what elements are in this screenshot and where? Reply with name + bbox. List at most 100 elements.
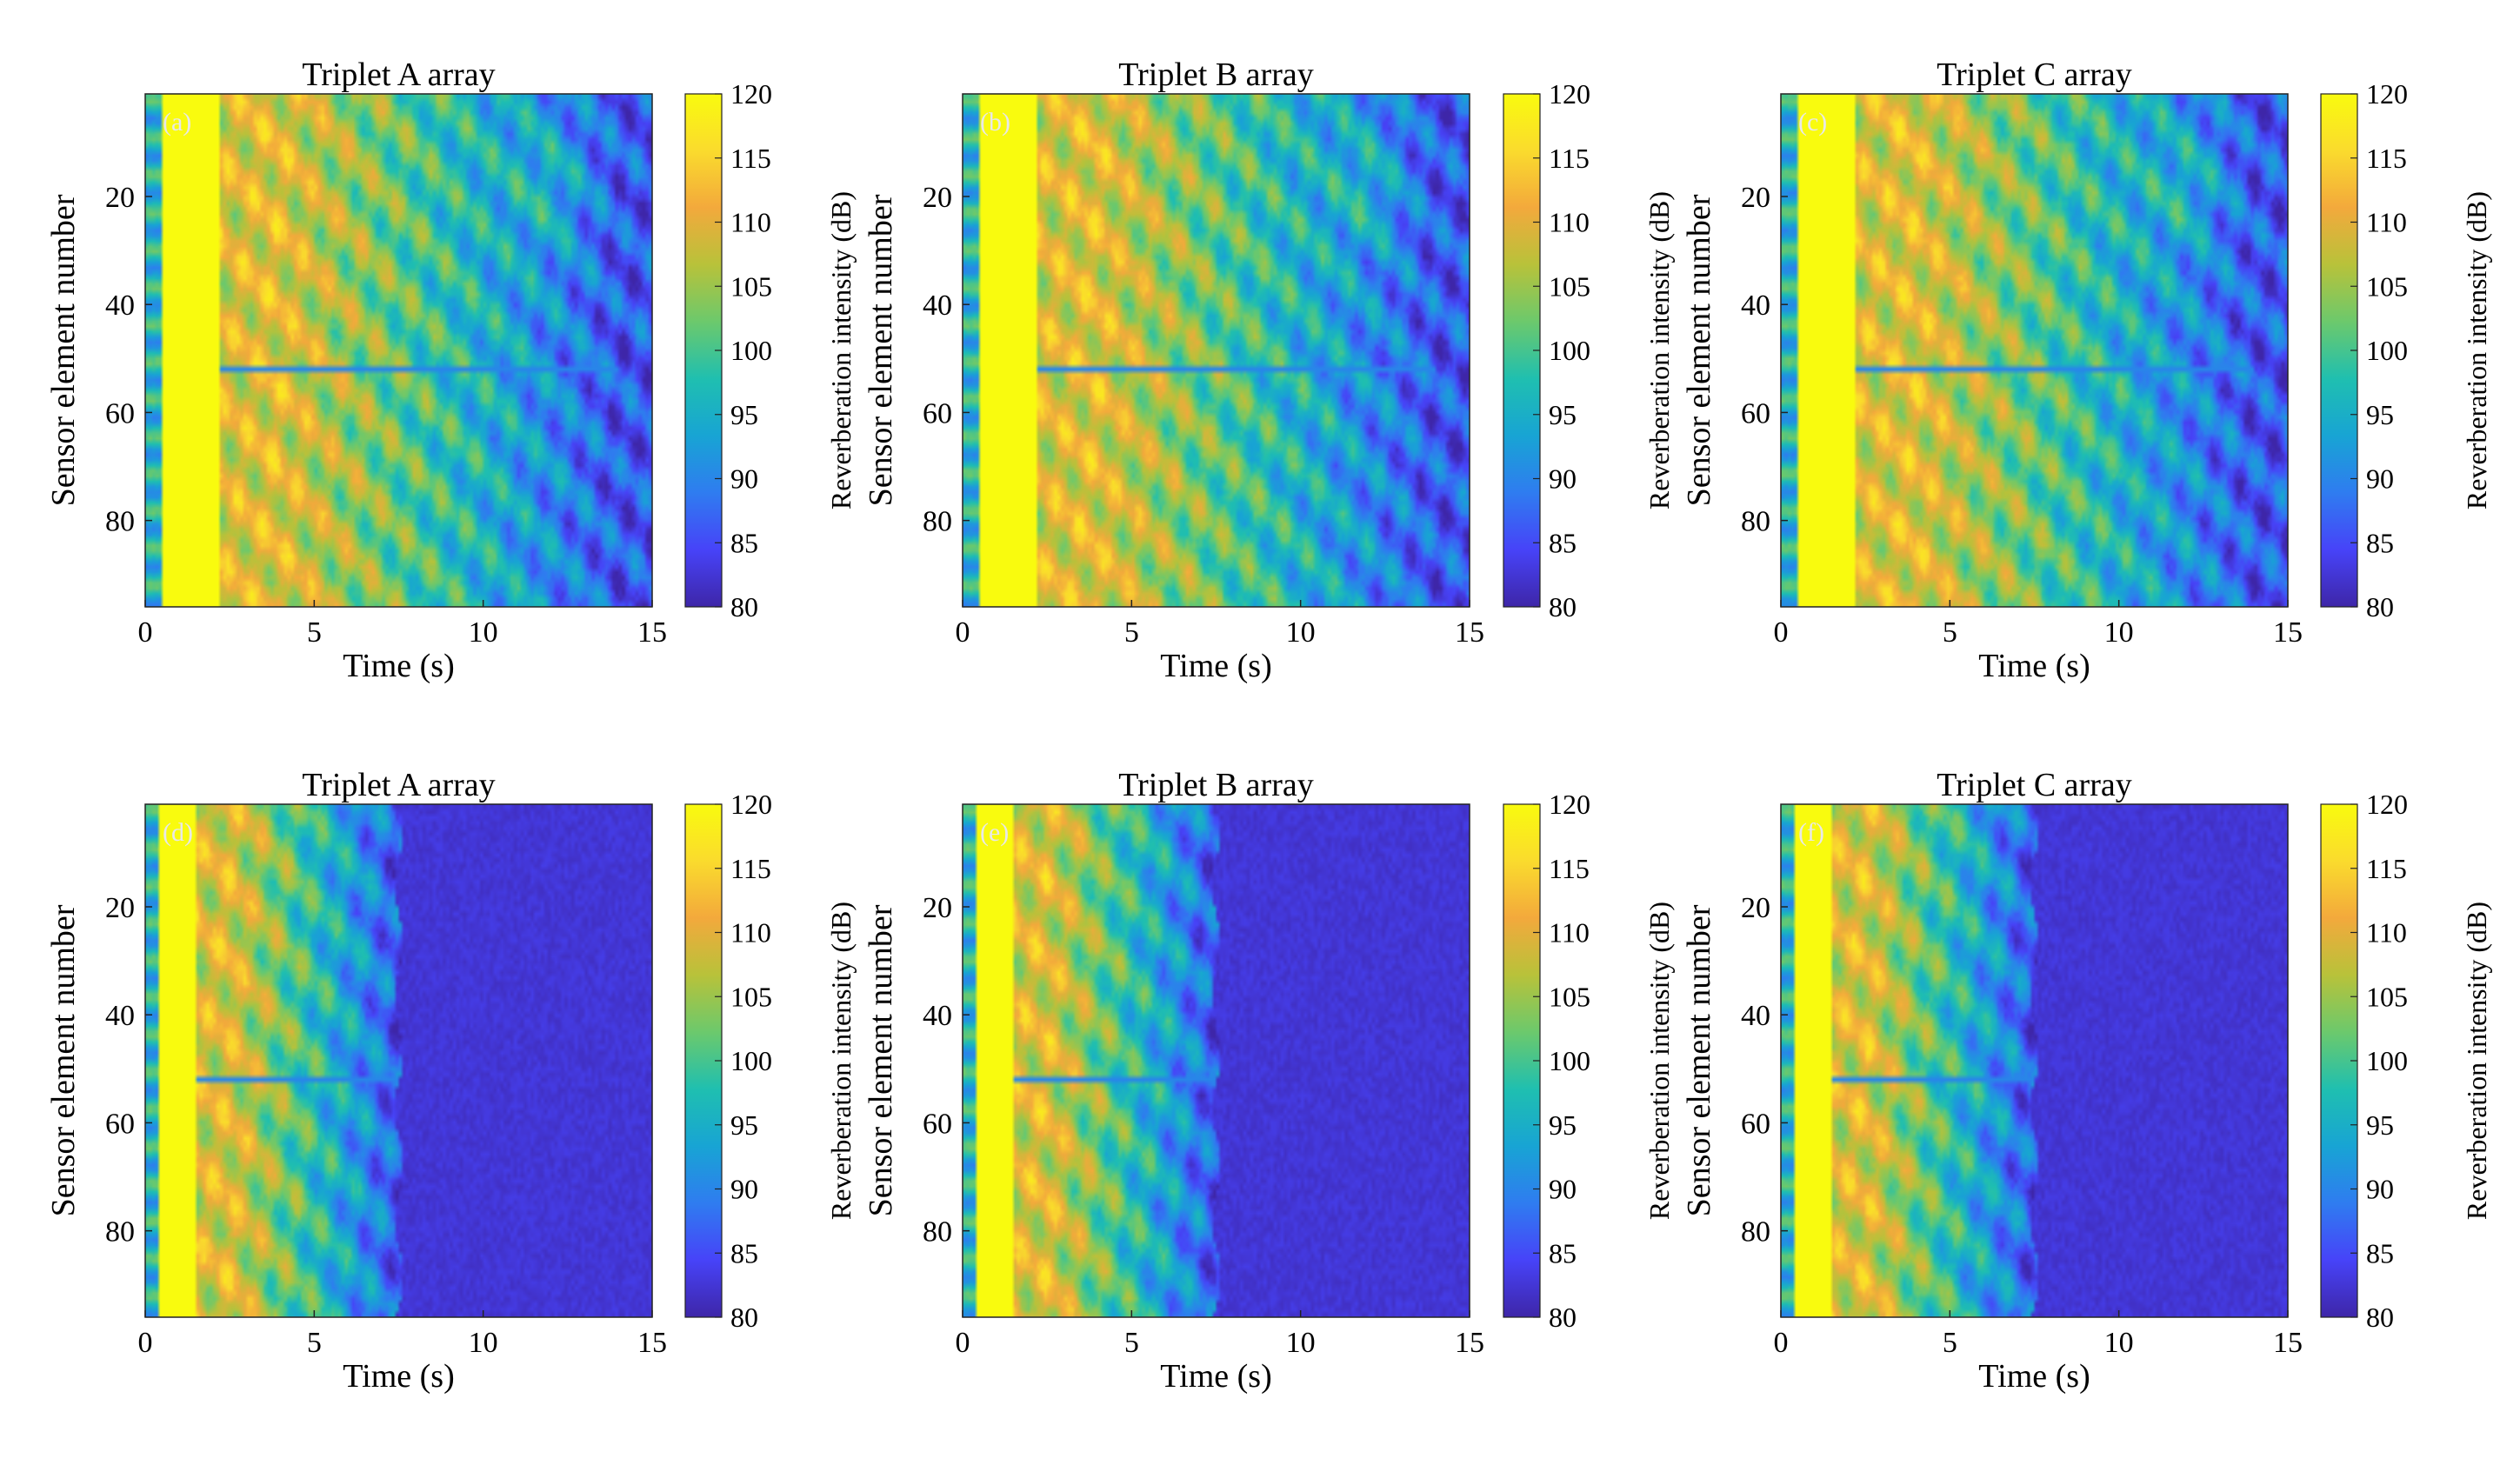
y-tick-label: 40 (923, 290, 952, 322)
x-tick-label: 0 (956, 616, 970, 649)
colorbar-label: Reverberation intensity (dB) (1643, 191, 1675, 509)
y-tick-label: 60 (923, 397, 952, 430)
panel-label: (b) (980, 108, 1010, 137)
panel-title: Triplet C array (1937, 767, 2131, 803)
y-tick-label: 40 (923, 1000, 952, 1032)
panel-label: (a) (163, 108, 191, 137)
colorbar-tick-label: 110 (1549, 207, 1590, 238)
x-tick-label: 15 (2273, 1327, 2303, 1359)
y-axis-label: Sensor element number (45, 904, 82, 1216)
panel-d: Triplet A array (d) 0 5 10 15 Time (s) 20 40 60 80… (45, 767, 857, 1395)
x-tick-label: 0 (1774, 1327, 1789, 1359)
panel-label: (e) (980, 818, 1009, 847)
colorbar-tick-label: 80 (2366, 1302, 2394, 1333)
colorbar-tick-label: 105 (730, 270, 772, 302)
panel-title: Triplet A array (302, 767, 495, 803)
colorbar-label: Reverberation intensity (dB) (2461, 902, 2492, 1220)
colorbar-tick-label: 110 (730, 207, 771, 238)
panel-title: Triplet A array (302, 57, 495, 93)
plot-frame (1780, 803, 2289, 1318)
colorbar-tick-label: 85 (730, 1237, 758, 1269)
y-axis-label: Sensor element number (45, 194, 82, 506)
colorbar-tick-label: 115 (2366, 143, 2407, 174)
y-axis-label: Sensor element number (1681, 194, 1717, 506)
x-axis-label: Time (s) (343, 1358, 454, 1395)
y-tick-label: 40 (1741, 290, 1770, 322)
heatmap-a (145, 94, 652, 607)
colorbar-tick-label: 90 (2366, 463, 2394, 495)
x-tick-label: 5 (1124, 1327, 1139, 1359)
colorbar-tick-label: 80 (1549, 591, 1577, 623)
colorbar-tick-label: 120 (1549, 78, 1590, 110)
colorbar-tick-label: 90 (730, 1174, 758, 1205)
panel-c: Triplet C array (c) 0 5 10 15 Time (s) 20 40 60 80… (1681, 57, 2492, 684)
x-tick-label: 10 (2104, 1327, 2134, 1359)
colorbar-tick-label: 90 (730, 463, 758, 495)
x-tick-label: 15 (1455, 616, 1484, 649)
panel-label: (d) (163, 818, 193, 847)
x-tick-label: 5 (307, 1327, 322, 1359)
plot-frame (962, 93, 1470, 608)
y-tick-label: 80 (923, 506, 952, 538)
x-tick-label: 0 (138, 616, 153, 649)
colorbar-tick-label: 110 (2366, 207, 2407, 238)
colorbar-tick-label: 100 (2366, 335, 2408, 366)
colorbar-label: Reverberation intensity (dB) (825, 902, 857, 1220)
plot-frame (962, 803, 1470, 1318)
colorbar-tick-label: 85 (2366, 527, 2394, 558)
panel-title: Triplet C array (1937, 57, 2131, 93)
panel-title: Triplet B array (1118, 767, 1313, 803)
colorbar-tick-label: 80 (730, 591, 758, 623)
x-axis-label: Time (s) (1160, 1358, 1271, 1395)
colorbar-tick-label: 95 (730, 1109, 758, 1141)
colorbar-tick-label: 110 (1549, 917, 1590, 949)
y-tick-label: 40 (105, 1000, 135, 1032)
panel-label: (c) (1798, 108, 1827, 137)
colorbar-tick-label: 90 (2366, 1174, 2394, 1205)
y-tick-label: 20 (923, 892, 952, 924)
y-axis-label: Sensor element number (863, 194, 899, 506)
y-tick-label: 80 (1741, 1216, 1770, 1249)
colorbar-tick-label: 85 (2366, 1237, 2394, 1269)
y-tick-label: 20 (1741, 182, 1770, 214)
x-tick-label: 0 (956, 1327, 970, 1359)
panel-b: Triplet B array (b) 0 5 10 15 Time (s) 20 40 60 80… (863, 57, 1675, 684)
colorbar-tick-label: 100 (730, 1045, 772, 1076)
y-axis-label: Sensor element number (1681, 904, 1717, 1216)
colorbar-tick-label: 115 (2366, 853, 2407, 884)
x-axis-label: Time (s) (1978, 648, 2090, 684)
x-tick-label: 15 (1455, 1327, 1484, 1359)
x-tick-label: 5 (1124, 616, 1139, 649)
y-tick-label: 80 (105, 506, 135, 538)
colorbar-tick-label: 95 (1549, 399, 1577, 430)
x-tick-label: 10 (469, 1327, 498, 1359)
y-tick-label: 20 (105, 892, 135, 924)
panel-title: Triplet B array (1118, 57, 1313, 93)
x-tick-label: 10 (1286, 1327, 1316, 1359)
colorbar-tick-label: 110 (730, 917, 771, 949)
x-tick-label: 10 (2104, 616, 2134, 649)
y-axis-label: Sensor element number (863, 904, 899, 1216)
colorbar-tick-label: 120 (730, 789, 772, 820)
x-tick-label: 15 (637, 616, 667, 649)
colorbar-tick-label: 105 (1549, 981, 1590, 1012)
colorbar-tick-label: 95 (1549, 1109, 1577, 1141)
colorbar-tick-label: 120 (730, 78, 772, 110)
y-tick-label: 20 (923, 182, 952, 214)
colorbar-tick-label: 90 (1549, 463, 1577, 495)
colorbar-tick-label: 105 (2366, 981, 2408, 1012)
colorbar-tick-label: 95 (730, 399, 758, 430)
y-tick-label: 60 (105, 397, 135, 430)
x-tick-label: 15 (637, 1327, 667, 1359)
x-axis-label: Time (s) (1160, 648, 1271, 684)
colorbar-tick-label: 110 (2366, 917, 2407, 949)
colorbar-tick-label: 115 (730, 853, 771, 884)
x-tick-label: 5 (307, 616, 322, 649)
x-tick-label: 5 (1943, 616, 1957, 649)
y-tick-label: 20 (105, 182, 135, 214)
colorbar-tick-label: 100 (2366, 1045, 2408, 1076)
colorbar-label: Reverberation intensity (dB) (825, 191, 857, 509)
panel-e: Triplet B array (e) 0 5 10 15 Time (s) 20 40 60 80… (863, 767, 1675, 1395)
